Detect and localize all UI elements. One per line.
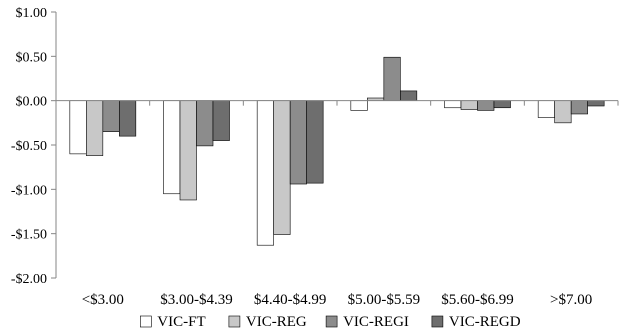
- y-tick-label: -$2.00: [11, 272, 47, 287]
- bar-vic-reg: [460, 100, 478, 110]
- y-axis: $1.00 $0.50 $0.00 -$0.50 -$1.00 -$1.50 -$2.00: [11, 6, 57, 287]
- bar-vic-ft: [163, 100, 181, 195]
- legend-swatch: [228, 315, 241, 328]
- x-category-label: <$3.00: [82, 292, 124, 308]
- legend: VIC-FT VIC-REG VIC-REGI VIC-REGD: [140, 314, 521, 330]
- bar-vic-regi: [570, 100, 588, 115]
- bar-vic-regd: [119, 100, 137, 137]
- bar-vic-reg: [179, 100, 197, 201]
- legend-label: VIC-REG: [246, 314, 307, 330]
- y-tick-label: -$0.50: [11, 139, 47, 154]
- x-category-label: $4.40-$4.99: [254, 292, 327, 308]
- legend-label: VIC-REGI: [343, 314, 409, 330]
- legend-swatch: [140, 315, 152, 328]
- bar-vic-reg: [273, 100, 291, 235]
- bar-vic-regd: [306, 100, 324, 184]
- x-category-label: $5.60-$6.99: [441, 292, 514, 308]
- y-tick-label: $1.00: [16, 6, 48, 21]
- bar-vic-ft: [69, 100, 87, 155]
- x-axis: <$3.00 $3.00-$4.39 $4.40-$4.99 $5.00-$5.59 $…: [55, 100, 619, 308]
- bar-vic-ft: [350, 100, 368, 111]
- y-tick-label: $0.50: [16, 50, 48, 65]
- x-category-label: >$7.00: [550, 292, 592, 308]
- bar-vic-regd: [587, 100, 605, 107]
- y-tick-label: -$1.50: [11, 228, 47, 243]
- legend-label: VIC-FT: [157, 314, 205, 330]
- bar-vic-ft: [256, 100, 274, 246]
- bar-vic-regi: [477, 100, 495, 111]
- bar-vic-ft: [444, 100, 462, 109]
- legend-swatch: [325, 315, 338, 328]
- legend-swatch: [431, 315, 444, 328]
- bar-vic-regd: [400, 90, 418, 101]
- y-tick-label: -$1.00: [11, 183, 47, 198]
- bar-vic-regi: [196, 100, 214, 147]
- bar-vic-regi: [102, 100, 120, 132]
- bars-group: [69, 56, 605, 246]
- x-category-label: $5.00-$5.59: [348, 292, 421, 308]
- x-category-label: $3.00-$4.39: [160, 292, 233, 308]
- bar-vic-regi: [289, 100, 307, 185]
- bar-vic-reg: [554, 100, 572, 124]
- bar-vic-ft: [537, 100, 555, 118]
- bar-vic-reg: [86, 100, 104, 156]
- legend-label: VIC-REGD: [449, 314, 521, 330]
- bar-vic-regi: [383, 56, 401, 101]
- y-tick-label: $0.00: [16, 95, 48, 110]
- bar-vic-regd: [493, 100, 511, 109]
- bar-vic-regd: [212, 100, 230, 141]
